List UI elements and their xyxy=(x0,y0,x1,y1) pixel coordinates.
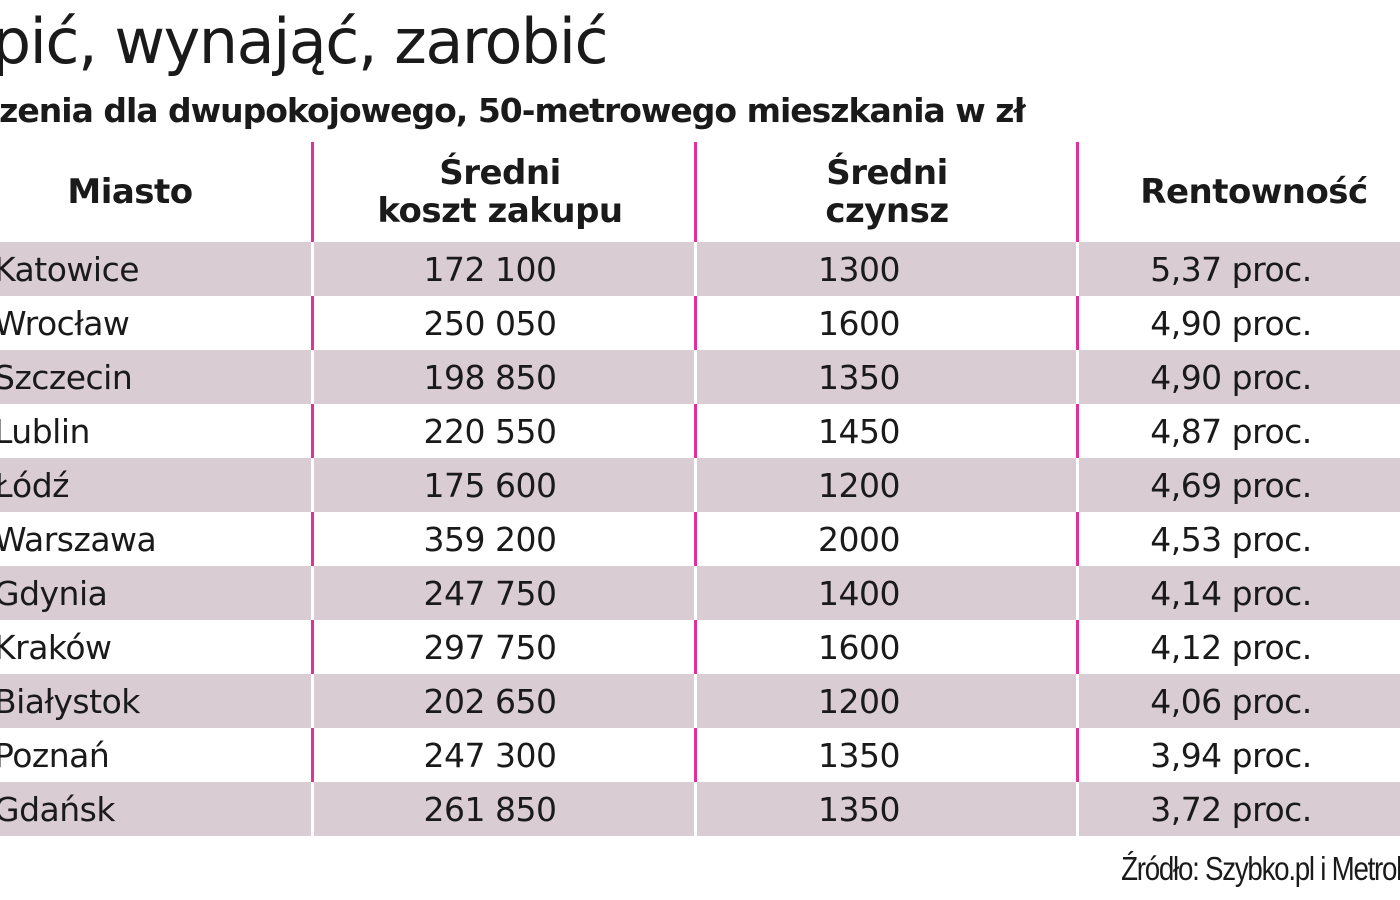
header-yield-line-1: Rentowność xyxy=(1140,172,1368,212)
cell-rent: 1350 xyxy=(818,736,900,775)
header-rent-line-2: czynsz xyxy=(825,191,949,231)
cell-cost: 247 300 xyxy=(423,736,557,775)
header-cost-line-1: Średni xyxy=(439,153,561,193)
column-divider-gap xyxy=(1076,350,1079,404)
header-rent: Średni czynsz xyxy=(696,142,1078,242)
cell-rent: 1400 xyxy=(818,574,900,613)
cell-city: Wrocław xyxy=(0,304,130,343)
cell-city: Szczecin xyxy=(0,358,133,397)
column-divider-gap xyxy=(311,242,314,296)
column-divider-gap xyxy=(311,350,314,404)
data-table: Miasto Średni koszt zakupu Średni czynsz… xyxy=(0,142,1400,836)
cell-yield: 4,69 proc. xyxy=(1150,466,1312,505)
header-yield: Rentowność xyxy=(1078,142,1400,242)
column-divider-gap xyxy=(1076,566,1079,620)
source-note: Źródło: Szybko.pl i Metroh xyxy=(1120,850,1400,887)
cell-cost: 359 200 xyxy=(423,520,557,559)
cell-yield: 3,72 proc. xyxy=(1150,790,1312,829)
table-row: Poznań 247 300 1350 3,94 proc. xyxy=(0,728,1400,782)
table-row: Łódź 175 600 1200 4,69 proc. xyxy=(0,458,1400,512)
cell-city: Gdańsk xyxy=(0,790,115,829)
cell-cost: 220 550 xyxy=(423,412,557,451)
chart-title: upić, wynająć, zarobić xyxy=(0,5,609,78)
column-divider-gap xyxy=(694,782,697,836)
column-divider-gap xyxy=(694,458,697,512)
table-row: Warszawa 359 200 2000 4,53 proc. xyxy=(0,512,1400,566)
table-header: Miasto Średni koszt zakupu Średni czynsz… xyxy=(0,142,1400,242)
cell-rent: 1600 xyxy=(818,304,900,343)
cell-city: Białystok xyxy=(0,682,140,721)
header-rent-line-1: Średni xyxy=(826,153,948,193)
cell-yield: 5,37 proc. xyxy=(1150,250,1312,289)
column-divider-gap xyxy=(311,566,314,620)
cell-city: Warszawa xyxy=(0,520,157,559)
cell-yield: 4,14 proc. xyxy=(1150,574,1312,613)
cell-rent: 1350 xyxy=(818,790,900,829)
table-row: Kraków 297 750 1600 4,12 proc. xyxy=(0,620,1400,674)
column-divider-gap xyxy=(1076,782,1079,836)
column-divider-gap xyxy=(1076,242,1079,296)
cell-rent: 1600 xyxy=(818,628,900,667)
cell-city: Łódź xyxy=(0,466,70,505)
cell-cost: 247 750 xyxy=(423,574,557,613)
cell-rent: 1200 xyxy=(818,466,900,505)
cell-yield: 4,06 proc. xyxy=(1150,682,1312,721)
cell-cost: 297 750 xyxy=(423,628,557,667)
cell-yield: 4,87 proc. xyxy=(1150,412,1312,451)
column-divider-gap xyxy=(694,566,697,620)
cell-rent: 1300 xyxy=(818,250,900,289)
header-city-line-1: Miasto xyxy=(67,172,193,212)
cell-city: Kraków xyxy=(0,628,112,667)
cell-rent: 2000 xyxy=(818,520,900,559)
cell-cost: 250 050 xyxy=(423,304,557,343)
cell-city: Lublin xyxy=(0,412,90,451)
cell-city: Katowice xyxy=(0,250,140,289)
column-divider-gap xyxy=(1076,674,1079,728)
table-row: Białystok 202 650 1200 4,06 proc. xyxy=(0,674,1400,728)
cell-city: Poznań xyxy=(0,736,110,775)
cell-yield: 4,90 proc. xyxy=(1150,304,1312,343)
cell-rent: 1450 xyxy=(818,412,900,451)
column-divider-gap xyxy=(694,242,697,296)
table-row: Gdynia 247 750 1400 4,14 proc. xyxy=(0,566,1400,620)
cell-rent: 1200 xyxy=(818,682,900,721)
header-cost: Średni koszt zakupu xyxy=(312,142,696,242)
cell-yield: 4,53 proc. xyxy=(1150,520,1312,559)
cell-cost: 172 100 xyxy=(423,250,557,289)
table-row: Katowice 172 100 1300 5,37 proc. xyxy=(0,242,1400,296)
cell-yield: 4,90 proc. xyxy=(1150,358,1312,397)
cell-cost: 202 650 xyxy=(423,682,557,721)
cell-cost: 261 850 xyxy=(423,790,557,829)
column-divider-gap xyxy=(1076,458,1079,512)
column-divider-gap xyxy=(311,782,314,836)
table-row: Wrocław 250 050 1600 4,90 proc. xyxy=(0,296,1400,350)
column-divider-gap xyxy=(694,674,697,728)
cell-rent: 1350 xyxy=(818,358,900,397)
table-row: Lublin 220 550 1450 4,87 proc. xyxy=(0,404,1400,458)
table-row: Szczecin 198 850 1350 4,90 proc. xyxy=(0,350,1400,404)
header-cost-line-2: koszt zakupu xyxy=(377,191,623,231)
cell-cost: 175 600 xyxy=(423,466,557,505)
column-divider-gap xyxy=(311,674,314,728)
table-body: Katowice 172 100 1300 5,37 proc. Wrocław 250 … xyxy=(0,242,1400,836)
cell-cost: 198 850 xyxy=(423,358,557,397)
chart-subtitle: liczenia dla dwupokojowego, 50-metrowego… xyxy=(0,91,1026,130)
header-city: Miasto xyxy=(0,142,260,242)
cell-yield: 3,94 proc. xyxy=(1150,736,1312,775)
column-divider-gap xyxy=(694,350,697,404)
cell-yield: 4,12 proc. xyxy=(1150,628,1312,667)
table-row: Gdańsk 261 850 1350 3,72 proc. xyxy=(0,782,1400,836)
column-divider-gap xyxy=(311,458,314,512)
cell-city: Gdynia xyxy=(0,574,108,613)
